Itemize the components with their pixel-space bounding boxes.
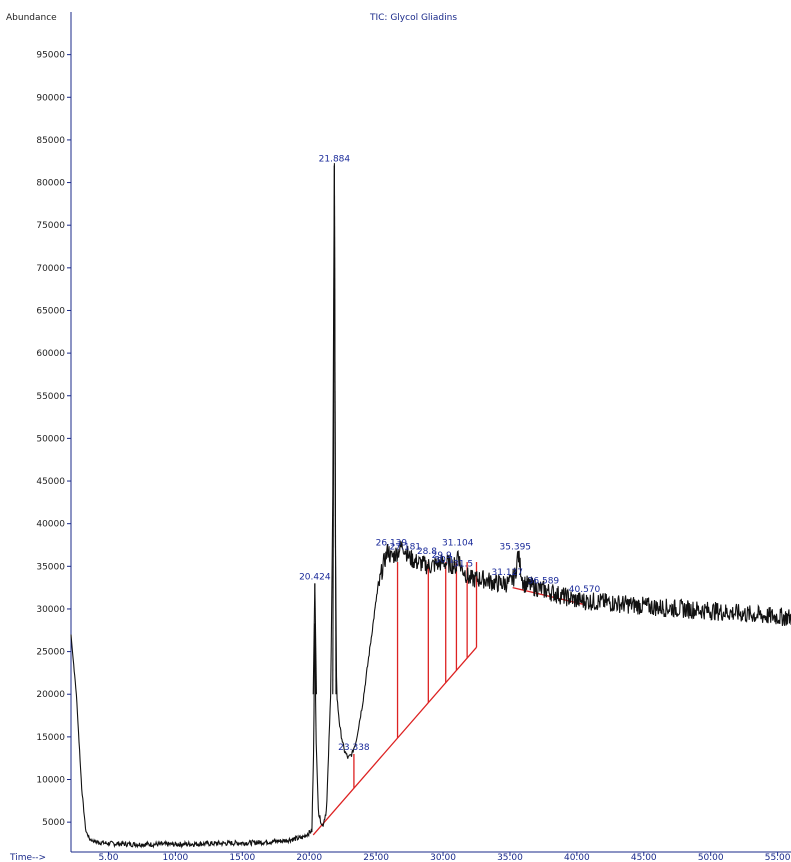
peak-apex-right [333,165,337,695]
x-tick-label: 25.00 [363,853,389,862]
y-tick-label: 75000 [36,221,65,231]
x-ticks: 5.00 10.00 15.00 20.00 25.00 30.00 35.00 40.00 4… [98,852,791,862]
y-tick-label: 95000 [36,51,65,61]
y-tick-label: 90000 [36,93,65,103]
x-tick-label: 35.00 [497,853,523,862]
y-tick-label: 60000 [36,349,65,359]
peak-label: 35.395 [500,543,532,553]
y-tick-label: 85000 [36,136,65,146]
peak-label: 23.338 [338,743,370,753]
peak-label: 26.139 [376,538,408,548]
peak-label: 20.424 [299,572,331,582]
x-tick-label: 20.00 [296,853,322,862]
x-tick-label: 40.00 [564,853,590,862]
y-tick-label: 30000 [36,605,65,615]
x-tick-label: 55.00 [765,853,791,862]
peak-label: 30.1 [434,555,454,565]
y-tick-label: 55000 [36,392,65,402]
x-axis-title: Time--> [9,853,46,862]
x-tick-label: 50.00 [698,853,724,862]
y-tick-label: 40000 [36,520,65,530]
integration-marks [312,562,586,836]
peak-labels: 20.424 21.884 23.338 26.13927.18128.829.930… [299,155,600,753]
y-tick-label: 65000 [36,306,65,316]
peak-apex-right [314,583,317,695]
peak-label: 31.127 [492,568,524,578]
y-tick-label: 5000 [42,818,65,828]
y-tick-label: 15000 [36,733,65,743]
peak-label: 29.9 [432,551,452,561]
x-tick-label: 15.00 [229,853,255,862]
peak-label: 31.5 [453,560,473,570]
tic-trace-line [70,163,791,849]
y-tick-label: 25000 [36,648,65,658]
y-tick-label: 70000 [36,264,65,274]
y-tick-label: 80000 [36,179,65,189]
peak-label: 21.884 [319,155,351,165]
x-tick-label: 45.00 [631,853,657,862]
peak-label: 36.589 [528,577,560,587]
integration-baseline [312,646,477,836]
y-tick-label: 10000 [36,776,65,786]
y-axis-title: Abundance [6,13,57,23]
peak-label: 40.570 [569,585,601,595]
tic-trace [70,163,791,849]
y-tick-label: 45000 [36,477,65,487]
y-tick-label: 35000 [36,562,65,572]
peak-label: 27.181 [390,543,422,553]
chart-title: TIC: Glycol Gliadins [369,13,457,23]
peak-label: 31.104 [442,538,474,548]
x-tick-label: 10.00 [163,853,189,862]
y-ticks: 5000 10000 15000 20000 25000 30000 35000 40000 4… [36,51,71,828]
y-tick-label: 50000 [36,434,65,444]
x-tick-label: 30.00 [430,853,456,862]
y-tick-label: 20000 [36,690,65,700]
peak-label: 28.8 [417,547,437,557]
x-tick-label: 5.00 [98,853,118,862]
